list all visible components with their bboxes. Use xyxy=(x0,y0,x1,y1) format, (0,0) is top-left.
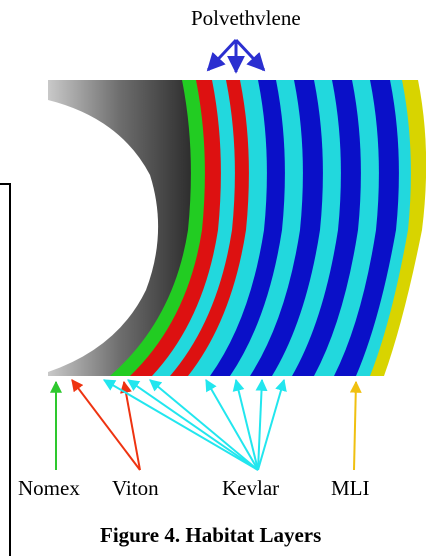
kevlar-arrows xyxy=(102,378,287,471)
polyethylene-label: Polvethvlene xyxy=(191,6,301,30)
viton-arrows xyxy=(71,379,141,471)
layer-cross-section xyxy=(48,80,426,376)
habitat-interior xyxy=(48,100,159,372)
viton-label: Viton xyxy=(112,476,159,500)
nomex-label: Nomex xyxy=(18,476,80,500)
frame-top-edge xyxy=(0,183,10,185)
figure-caption: Figure 4. Habitat Layers xyxy=(100,523,322,547)
kevlar-label: Kevlar xyxy=(222,476,280,500)
polyethylene-arrows xyxy=(206,38,266,74)
mli-label: MLI xyxy=(331,476,370,500)
mli-arrow xyxy=(349,380,362,471)
frame-right-edge xyxy=(9,183,11,556)
